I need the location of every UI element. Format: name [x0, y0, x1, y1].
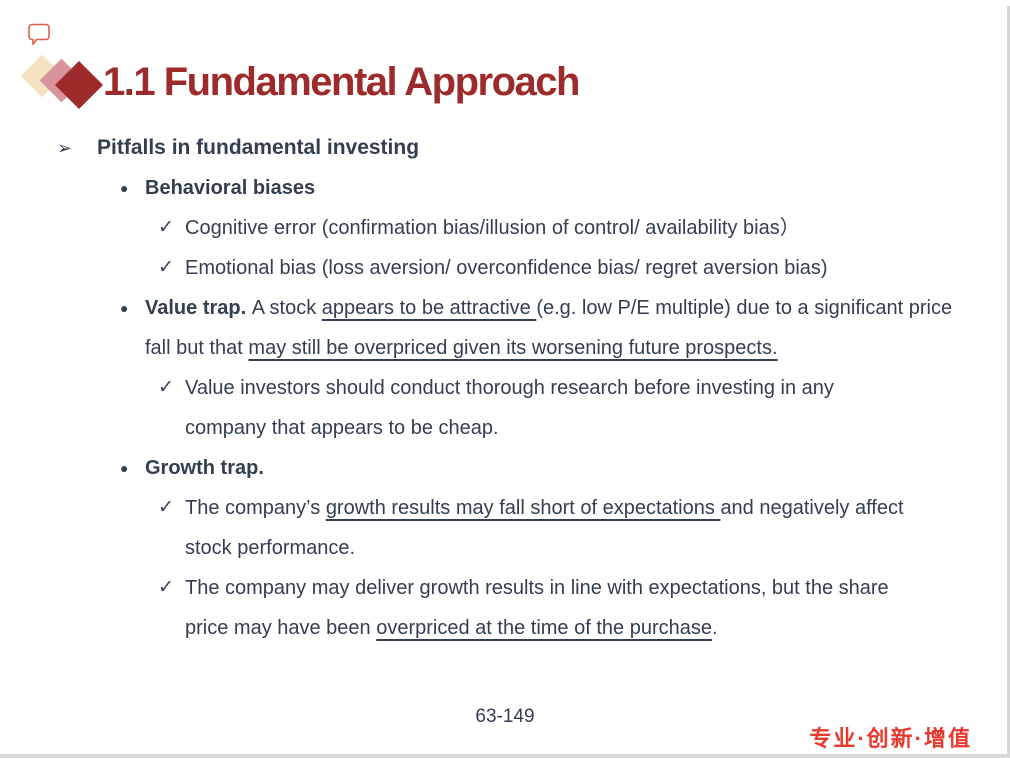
list-item-value-trap: ● Value trap. A stock appears to be attr…	[0, 288, 1010, 368]
list-item-text: Value investors should conduct thorough …	[185, 377, 834, 439]
list-item-cognitive-error: ✓ Cognitive error (confirmation bias/ill…	[0, 208, 1010, 248]
check-icon: ✓	[158, 577, 174, 598]
footer-slogan: 专业·创新·增值	[809, 726, 972, 751]
list-item-growth-shortfall: ✓ The company’s growth results may fall …	[0, 488, 1010, 568]
circle-bullet-icon: ●	[120, 180, 129, 196]
comment-bubble-icon[interactable]	[26, 21, 52, 49]
list-item-pitfalls: ➢ Pitfalls in fundamental investing	[0, 128, 1010, 168]
check-icon: ✓	[158, 217, 174, 238]
list-item-text: Growth trap.	[145, 457, 264, 479]
page-title: 1.1 Fundamental Approach	[103, 60, 580, 104]
circle-bullet-icon: ●	[120, 460, 129, 476]
page-number: 63-149	[475, 706, 535, 727]
check-icon: ✓	[158, 377, 174, 398]
heading-text: Pitfalls in fundamental investing	[97, 136, 420, 159]
slide-body: ➢ Pitfalls in fundamental investing ● Be…	[0, 128, 1010, 648]
list-item-text: The company may deliver growth results i…	[185, 577, 889, 639]
list-item-text: Cognitive error (confirmation bias/illus…	[185, 217, 800, 239]
list-item-growth-overpriced: ✓ The company may deliver growth results…	[0, 568, 1010, 648]
slide-right-edge	[1007, 6, 1010, 758]
arrow-bullet-icon: ➢	[57, 138, 73, 158]
slide-bottom-edge	[0, 754, 1010, 758]
list-item-text: The company’s growth results may fall sh…	[185, 497, 904, 559]
circle-bullet-icon: ●	[120, 300, 129, 316]
list-item-text: Behavioral biases	[145, 177, 316, 199]
check-icon: ✓	[158, 497, 174, 518]
list-item-growth-trap: ● Growth trap.	[0, 448, 1010, 488]
list-item-text: Emotional bias (loss aversion/ overconfi…	[185, 257, 828, 279]
list-item-value-investors: ✓ Value investors should conduct thoroug…	[0, 368, 1010, 448]
check-icon: ✓	[158, 257, 174, 278]
list-item-emotional-bias: ✓ Emotional bias (loss aversion/ overcon…	[0, 248, 1010, 288]
list-item-behavioral-biases: ● Behavioral biases	[0, 168, 1010, 208]
list-item-text: Value trap. A stock appears to be attrac…	[145, 297, 953, 359]
